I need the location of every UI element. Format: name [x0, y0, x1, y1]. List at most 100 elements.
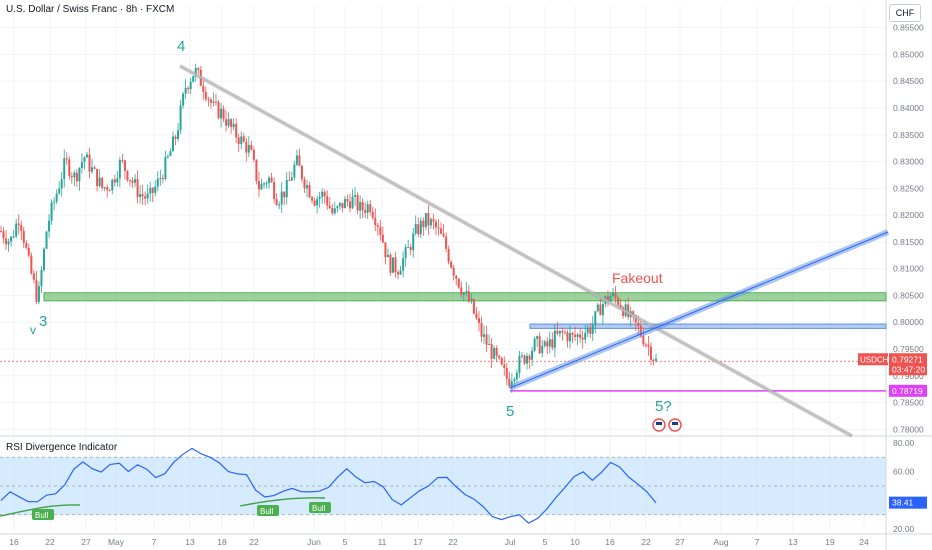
candle-body: [417, 224, 420, 235]
candle-body: [177, 130, 180, 139]
candle-body: [442, 233, 445, 237]
candle-body: [311, 197, 314, 201]
candle-body: [245, 141, 248, 153]
candle-body: [10, 236, 13, 242]
candle-body: [220, 108, 223, 119]
candle-body: [361, 202, 364, 211]
candle-body: [136, 179, 139, 198]
candle-body: [584, 332, 587, 340]
candle-body: [488, 343, 491, 345]
candle-body: [2, 231, 5, 239]
candle-body: [518, 356, 521, 373]
price-tick-label: 0.81000: [893, 264, 924, 274]
candle-body: [85, 154, 88, 158]
time-tick-label: 22: [641, 537, 651, 547]
bull-label-text: Bull: [260, 507, 274, 516]
candle-body: [526, 355, 529, 364]
candle-body: [45, 231, 48, 249]
candle-body: [369, 204, 372, 212]
candle-body: [182, 93, 185, 106]
time-tick-label: Jul: [505, 537, 516, 547]
candle-body: [432, 219, 435, 222]
candle-body: [528, 355, 531, 360]
candle-body: [197, 68, 200, 70]
rsi-tick-label: 60.00: [893, 467, 915, 477]
candle-body: [579, 334, 582, 338]
us-flag-icon: [656, 422, 662, 425]
candle-body: [300, 165, 303, 180]
support-zone: [43, 292, 887, 302]
price-tick-label: 0.83000: [893, 157, 924, 167]
candle-body: [295, 155, 298, 165]
fakeout-label: Fakeout: [612, 270, 663, 286]
price-tick-label: 0.80000: [893, 317, 924, 327]
support-price-value: 0.78719: [892, 386, 923, 396]
candle-body: [591, 324, 594, 334]
time-tick-label: 13: [788, 537, 798, 547]
time-tick-label: 11: [378, 537, 387, 547]
candle-body: [617, 297, 620, 305]
candle-body: [490, 343, 493, 359]
candle-body: [149, 187, 152, 194]
candle-body: [437, 227, 440, 229]
candle-body: [308, 185, 311, 198]
candle-body: [460, 287, 463, 295]
candle-body: [533, 338, 536, 351]
candle-body: [649, 346, 652, 361]
candle-body: [447, 249, 450, 262]
candle-body: [212, 101, 215, 103]
currency-button[interactable]: CHF: [889, 4, 921, 22]
candle-body: [513, 379, 516, 382]
candle-body: [381, 234, 384, 243]
wave-3-check: v: [30, 323, 36, 337]
candle-body: [106, 187, 109, 191]
candle-body: [354, 195, 357, 197]
candle-body: [523, 355, 526, 364]
time-tick-label: 22: [448, 537, 458, 547]
chart-title: U.S. Dollar / Swiss Franc · 8h · FXCM: [6, 4, 175, 15]
price-tick-label: 0.78500: [893, 398, 924, 408]
candle-body: [356, 195, 359, 211]
candle-body: [538, 336, 541, 354]
candle-body: [594, 311, 597, 325]
candle-body: [384, 242, 387, 258]
candle-body: [88, 154, 91, 172]
candle-body: [179, 105, 182, 131]
candle-body: [265, 183, 268, 185]
price-tick-label: 0.82000: [893, 210, 924, 220]
candle-body: [424, 213, 427, 228]
candle-body: [68, 159, 71, 177]
rsi-divergence-line: [0, 497, 326, 517]
candle-body: [391, 257, 394, 273]
candle-body: [290, 177, 293, 181]
candle-body: [12, 236, 15, 238]
candle-body: [32, 273, 35, 280]
candle-body: [328, 205, 331, 209]
candle-body: [412, 233, 415, 251]
candle-body: [151, 187, 154, 193]
candle-body: [475, 313, 478, 319]
time-tick-label: 27: [675, 537, 685, 547]
candle-body: [171, 136, 174, 152]
candle-body: [91, 167, 94, 172]
candle-body: [209, 99, 212, 103]
candle-body: [17, 223, 20, 225]
candle-body: [419, 220, 422, 235]
time-tick-label: Aug: [713, 537, 728, 547]
time-tick-label: 24: [859, 537, 869, 547]
candle-body: [141, 194, 144, 197]
candle-body: [116, 178, 119, 183]
candle-body: [159, 178, 162, 180]
candle-body: [139, 194, 142, 198]
time-tick-label: 18: [217, 537, 227, 547]
price-tick-label: 0.83500: [893, 130, 924, 140]
candle-body: [379, 226, 382, 235]
candle-body: [397, 272, 400, 275]
candle-body: [126, 170, 129, 181]
candle-body: [58, 188, 61, 194]
candle-body: [161, 178, 164, 180]
time-tick-label: 13: [185, 537, 195, 547]
price-tick-label: 0.78000: [893, 424, 924, 434]
